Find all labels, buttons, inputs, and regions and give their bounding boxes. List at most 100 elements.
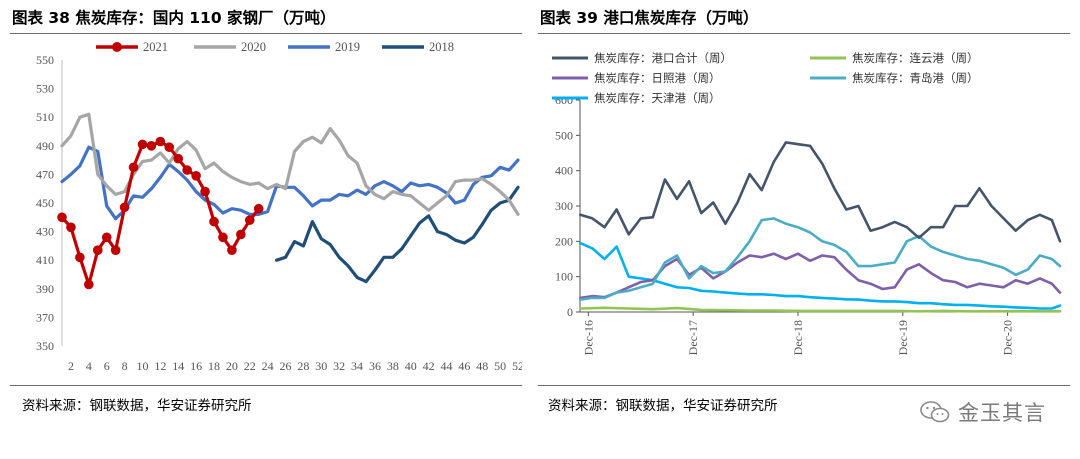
y-tick-label: 400	[555, 164, 573, 178]
legend-label: 焦炭库存：青岛港（周）	[852, 71, 979, 85]
right-source-rule	[538, 385, 1070, 386]
data-point	[92, 245, 103, 255]
y-tick-label: 550	[36, 53, 54, 67]
legend-item: 2020	[194, 40, 266, 54]
legend-item: 2021	[96, 40, 168, 54]
series-line-2018	[275, 185, 520, 284]
y-tick-label: 350	[36, 339, 54, 353]
x-tick-label: 18	[208, 359, 220, 373]
data-point	[66, 222, 76, 233]
legend-item: 焦炭库存：青岛港（周）	[810, 71, 979, 85]
data-point	[253, 203, 264, 214]
left-chart-title: 图表 38 焦炭库存：国内 110 家钢厂（万吨）	[12, 9, 336, 27]
y-tick-label: 450	[36, 196, 54, 210]
y-tick-label: 500	[555, 128, 573, 142]
x-tick-label: 36	[369, 359, 381, 373]
data-point	[200, 186, 210, 197]
x-tick-label: 8	[122, 359, 128, 373]
y-tick-label: 530	[36, 82, 54, 96]
x-tick-label: 10	[136, 359, 148, 373]
x-tick-label: 44	[440, 359, 452, 373]
x-tick-label: 38	[387, 359, 399, 373]
data-point	[146, 141, 157, 151]
legend-item: 2019	[288, 40, 360, 54]
legend-item: 焦炭库存：连云港（周）	[810, 51, 979, 65]
data-point	[209, 216, 219, 227]
series-line	[578, 217, 1062, 301]
wechat-icon	[920, 401, 950, 423]
left-source-note: 资料来源：钢联数据，华安证券研究所	[22, 398, 252, 414]
legend-label: 2018	[429, 40, 454, 54]
x-tick-label: Dec-20	[1001, 320, 1015, 355]
left-title-rule	[10, 33, 522, 34]
x-tick-label: 40	[405, 359, 417, 373]
data-point	[173, 153, 184, 164]
data-point	[164, 142, 175, 153]
series-line-2021	[60, 139, 261, 287]
x-tick-label: 2	[68, 359, 74, 373]
data-point	[75, 252, 85, 263]
x-tick-label: 4	[86, 359, 92, 373]
x-tick-label: 6	[104, 359, 110, 373]
data-point	[84, 279, 94, 290]
right-chart-title: 图表 39 港口焦炭库存（万吨）	[540, 9, 759, 27]
y-tick-label: 430	[36, 225, 54, 239]
legend-item: 焦炭库存：港口合计（周）	[552, 51, 732, 65]
x-tick-label: 16	[190, 359, 202, 373]
legend-marker	[112, 42, 122, 52]
data-point	[137, 139, 148, 150]
y-tick-label: 370	[36, 310, 54, 324]
y-tick-label: 390	[36, 282, 54, 296]
data-point	[101, 232, 112, 243]
series-line	[578, 141, 1062, 243]
data-point	[236, 229, 246, 240]
x-tick-label: 46	[458, 359, 470, 373]
right-source-note: 资料来源：钢联数据，华安证券研究所	[548, 398, 778, 414]
x-tick-label: 32	[333, 359, 345, 373]
data-point	[191, 171, 201, 181]
y-tick-label: 600	[555, 93, 573, 107]
x-tick-label: Dec-19	[896, 320, 910, 355]
watermark-text: 金玉其言	[958, 401, 1046, 425]
data-point	[182, 165, 192, 175]
y-tick-label: 410	[36, 253, 54, 267]
y-tick-label: 200	[555, 234, 573, 248]
series-line	[578, 241, 1062, 310]
x-tick-label: Dec-17	[686, 320, 700, 355]
x-tick-label: 34	[351, 359, 363, 373]
watermark: 金玉其言	[920, 397, 1046, 427]
left-source-rule	[10, 385, 522, 386]
x-tick-label: 52	[512, 359, 522, 373]
left-chart: 350 370 390 410 430 450 470 490 510 530 550 2 4 6 8 10 1…	[10, 36, 522, 382]
x-tick-label: 24	[262, 359, 274, 373]
x-tick-label: 26	[280, 359, 292, 373]
x-tick-label: 14	[172, 359, 184, 373]
legend-label: 焦炭库存：天津港（周）	[594, 91, 721, 105]
data-point	[119, 202, 130, 213]
data-point	[128, 162, 139, 173]
series-line-2019	[60, 145, 520, 221]
legend-label: 2020	[241, 40, 266, 54]
data-point	[57, 212, 67, 223]
legend-item: 焦炭库存：日照港（周）	[552, 71, 721, 85]
data-point	[155, 136, 166, 147]
y-tick-label: 300	[555, 199, 573, 213]
y-tick-label: 470	[36, 167, 54, 181]
data-point	[110, 245, 121, 255]
x-tick-label: 28	[297, 359, 309, 373]
legend-label: 焦炭库存：港口合计（周）	[594, 51, 732, 65]
right-title-rule	[538, 33, 1070, 34]
data-point	[244, 215, 255, 225]
data-point	[218, 232, 228, 243]
series-line	[578, 306, 1062, 313]
legend-item: 2018	[382, 40, 454, 54]
legend-label: 2019	[335, 40, 360, 54]
x-tick-label: 42	[423, 359, 435, 373]
x-tick-label: Dec-18	[791, 320, 805, 355]
y-tick-label: 100	[555, 270, 573, 284]
x-tick-label: 20	[226, 359, 238, 373]
legend-label: 焦炭库存：连云港（周）	[852, 51, 979, 65]
x-tick-label: 48	[476, 359, 488, 373]
y-tick-label: 490	[36, 139, 54, 153]
